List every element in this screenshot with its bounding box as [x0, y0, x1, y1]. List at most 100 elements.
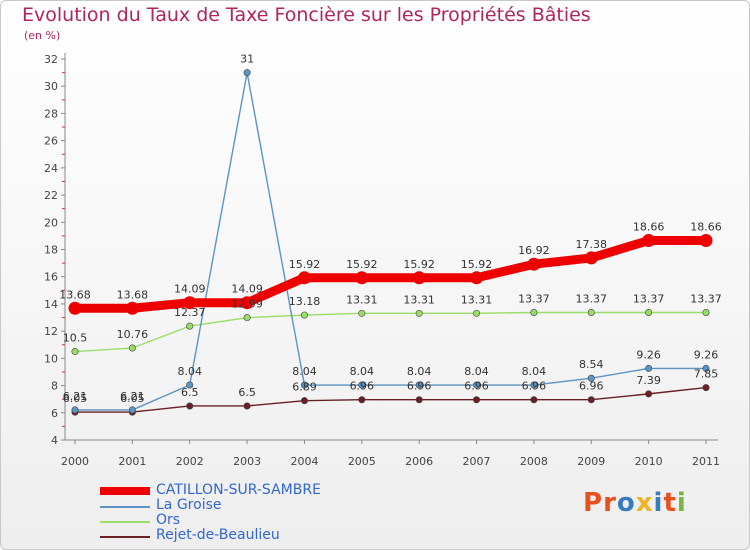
legend-label: Rejet-de-Beaulieu: [156, 527, 280, 543]
data-point: [183, 296, 197, 310]
data-label: 6.96: [522, 380, 547, 393]
data-label: 17.38: [576, 238, 608, 251]
y-tick-label: 4: [51, 434, 58, 447]
data-point: [702, 309, 710, 317]
series-line: [74, 311, 707, 353]
data-point: [645, 390, 653, 398]
data-point: [68, 301, 82, 315]
legend-label: La Groise: [156, 497, 222, 513]
data-label: 9.26: [694, 348, 719, 361]
data-point: [71, 406, 79, 414]
data-label: 6.5: [181, 386, 199, 399]
legend-label: Ors: [156, 512, 181, 528]
data-label: 15.92: [289, 258, 321, 271]
data-label: 13.31: [403, 293, 435, 306]
data-label: 13.37: [690, 293, 722, 306]
series-line: [74, 71, 707, 411]
data-point: [473, 396, 481, 404]
data-point: [702, 384, 710, 392]
data-point: [699, 234, 713, 248]
data-point: [243, 314, 251, 322]
data-label: 13.37: [633, 293, 665, 306]
x-tick-label: 2007: [463, 455, 491, 468]
data-point: [584, 251, 598, 265]
y-tick-label: 28: [44, 107, 58, 120]
data-point: [186, 402, 194, 410]
data-label: 6.96: [464, 380, 489, 393]
x-tick-label: 2011: [692, 455, 720, 468]
y-tick-label: 14: [44, 298, 58, 311]
data-label: 14.09: [231, 283, 263, 296]
series-line: [70, 236, 711, 313]
data-label: 6.96: [579, 380, 604, 393]
data-label: 13.18: [289, 295, 321, 308]
data-point: [415, 309, 423, 317]
data-label: 15.92: [346, 258, 378, 271]
data-label: 15.92: [403, 258, 435, 271]
y-tick-label: 22: [44, 189, 58, 202]
data-point: [473, 309, 481, 317]
data-point: [645, 309, 653, 317]
data-label: 6.5: [238, 386, 256, 399]
data-label: 8.04: [522, 365, 547, 378]
data-point: [412, 271, 426, 285]
x-tick-label: 2004: [290, 455, 318, 468]
y-tick-label: 18: [44, 244, 58, 257]
data-label: 6.21: [120, 390, 145, 403]
y-tick-label: 26: [44, 135, 58, 148]
data-label: 6.21: [63, 390, 88, 403]
x-tick-label: 2006: [405, 455, 433, 468]
logo-letter: t: [663, 488, 677, 518]
data-point: [128, 344, 136, 352]
data-point: [470, 271, 484, 285]
data-label: 16.92: [518, 244, 550, 257]
data-point: [243, 69, 251, 77]
x-tick-label: 2001: [118, 455, 146, 468]
data-label: 13.31: [461, 293, 493, 306]
data-point: [473, 381, 481, 389]
data-label: 6.05: [120, 392, 145, 405]
data-label: 13.31: [346, 293, 378, 306]
logo-letter: r: [603, 488, 617, 518]
legend-swatch: [100, 536, 150, 538]
data-point: [358, 381, 366, 389]
data-label: 8.04: [177, 365, 202, 378]
data-point: [645, 364, 653, 372]
x-tick-label: 2002: [176, 455, 204, 468]
data-point: [300, 397, 308, 405]
data-point: [530, 381, 538, 389]
proxiti-logo: Proxiti: [583, 488, 687, 518]
y-axis-unit: (en %): [24, 29, 61, 42]
logo-letter: i: [653, 488, 664, 518]
data-label: 14.09: [174, 283, 206, 296]
data-label: 8.04: [292, 365, 317, 378]
y-tick-label: 32: [44, 53, 58, 66]
data-point: [355, 271, 369, 285]
y-tick-label: 24: [44, 162, 58, 175]
data-label: 13.37: [518, 293, 550, 306]
y-tick-label: 30: [44, 80, 58, 93]
data-label: 6.96: [350, 380, 375, 393]
data-label: 6.05: [63, 392, 88, 405]
data-point: [530, 309, 538, 317]
series-line: [74, 386, 707, 413]
legend-swatch: [100, 521, 150, 523]
x-tick-label: 2008: [520, 455, 548, 468]
data-label: 8.04: [350, 365, 375, 378]
x-tick-label: 2000: [61, 455, 89, 468]
data-point: [587, 309, 595, 317]
data-label: 15.92: [461, 258, 493, 271]
data-label: 8.04: [407, 365, 432, 378]
y-tick-label: 8: [51, 380, 58, 393]
logo-letter: P: [583, 488, 604, 518]
x-tick-label: 2003: [233, 455, 261, 468]
legend-swatch: [100, 487, 150, 495]
data-label: 10.5: [63, 332, 88, 345]
data-point: [415, 396, 423, 404]
data-point: [527, 257, 541, 271]
y-tick-label: 20: [44, 216, 58, 229]
y-tick-label: 10: [44, 352, 58, 365]
data-point: [128, 406, 136, 414]
data-point: [358, 396, 366, 404]
